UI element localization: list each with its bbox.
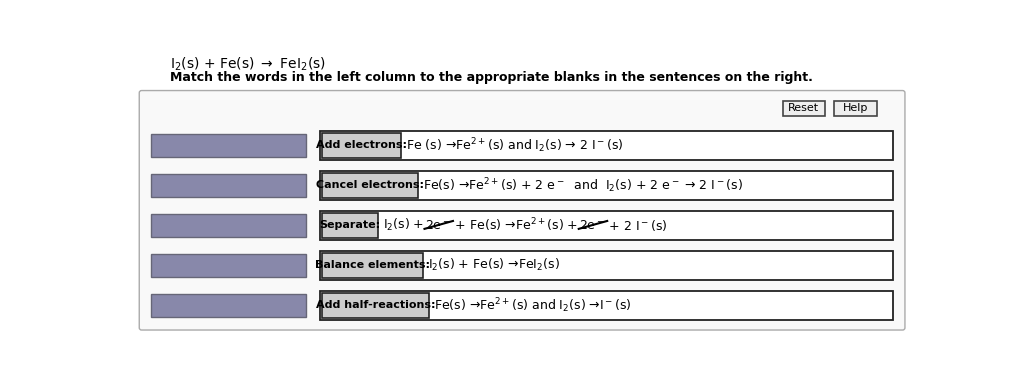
FancyBboxPatch shape xyxy=(323,253,423,277)
FancyBboxPatch shape xyxy=(782,100,825,116)
FancyBboxPatch shape xyxy=(323,173,419,197)
FancyBboxPatch shape xyxy=(139,91,905,330)
Text: I$_2$(s) +: I$_2$(s) + xyxy=(383,217,425,233)
Text: Separate:: Separate: xyxy=(320,220,381,230)
Text: I$_2$(s) + Fe(s) $\rightarrow$ FeI$_2$(s): I$_2$(s) + Fe(s) $\rightarrow$ FeI$_2$(s… xyxy=(171,56,326,73)
Text: Fe(s) →Fe$^{2+}$(s) and I$_2$(s) →I$^-$(s): Fe(s) →Fe$^{2+}$(s) and I$_2$(s) →I$^-$(… xyxy=(434,296,631,315)
Text: 2e$^-$: 2e$^-$ xyxy=(579,219,605,232)
FancyBboxPatch shape xyxy=(151,254,306,277)
Text: Help: Help xyxy=(843,103,869,113)
FancyBboxPatch shape xyxy=(834,100,877,116)
Text: Balance elements:: Balance elements: xyxy=(315,260,430,270)
FancyBboxPatch shape xyxy=(151,294,306,317)
FancyBboxPatch shape xyxy=(320,211,893,240)
Text: + Fe(s) →Fe$^{2+}$(s) +: + Fe(s) →Fe$^{2+}$(s) + xyxy=(451,217,579,234)
FancyBboxPatch shape xyxy=(323,293,429,318)
Text: Add half-reactions:: Add half-reactions: xyxy=(315,300,435,310)
Text: Cancel electrons:: Cancel electrons: xyxy=(317,180,424,190)
FancyBboxPatch shape xyxy=(151,134,306,157)
FancyBboxPatch shape xyxy=(151,214,306,237)
Text: Fe(s) →Fe$^{2+}$(s) + 2 e$^-$  and  I$_2$(s) + 2 e$^-$ → 2 I$^-$(s): Fe(s) →Fe$^{2+}$(s) + 2 e$^-$ and I$_2$(… xyxy=(423,176,742,195)
FancyBboxPatch shape xyxy=(323,133,401,158)
Text: Add electrons:: Add electrons: xyxy=(317,140,407,150)
FancyBboxPatch shape xyxy=(320,171,893,200)
Text: 2e$^-$: 2e$^-$ xyxy=(425,219,451,232)
FancyBboxPatch shape xyxy=(151,174,306,197)
Text: I$_2$(s) + Fe(s) →FeI$_2$(s): I$_2$(s) + Fe(s) →FeI$_2$(s) xyxy=(428,257,560,273)
Text: Fe (s) →Fe$^{2+}$(s) and I$_2$(s) → 2 I$^-$(s): Fe (s) →Fe$^{2+}$(s) and I$_2$(s) → 2 I$… xyxy=(406,136,623,155)
Text: Reset: Reset xyxy=(788,103,820,113)
FancyBboxPatch shape xyxy=(320,130,893,160)
FancyBboxPatch shape xyxy=(320,291,893,320)
FancyBboxPatch shape xyxy=(320,251,893,280)
Text: + 2 I$^-$(s): + 2 I$^-$(s) xyxy=(605,218,668,233)
Text: Match the words in the left column to the appropriate blanks in the sentences on: Match the words in the left column to th… xyxy=(171,71,813,84)
FancyBboxPatch shape xyxy=(323,213,378,238)
